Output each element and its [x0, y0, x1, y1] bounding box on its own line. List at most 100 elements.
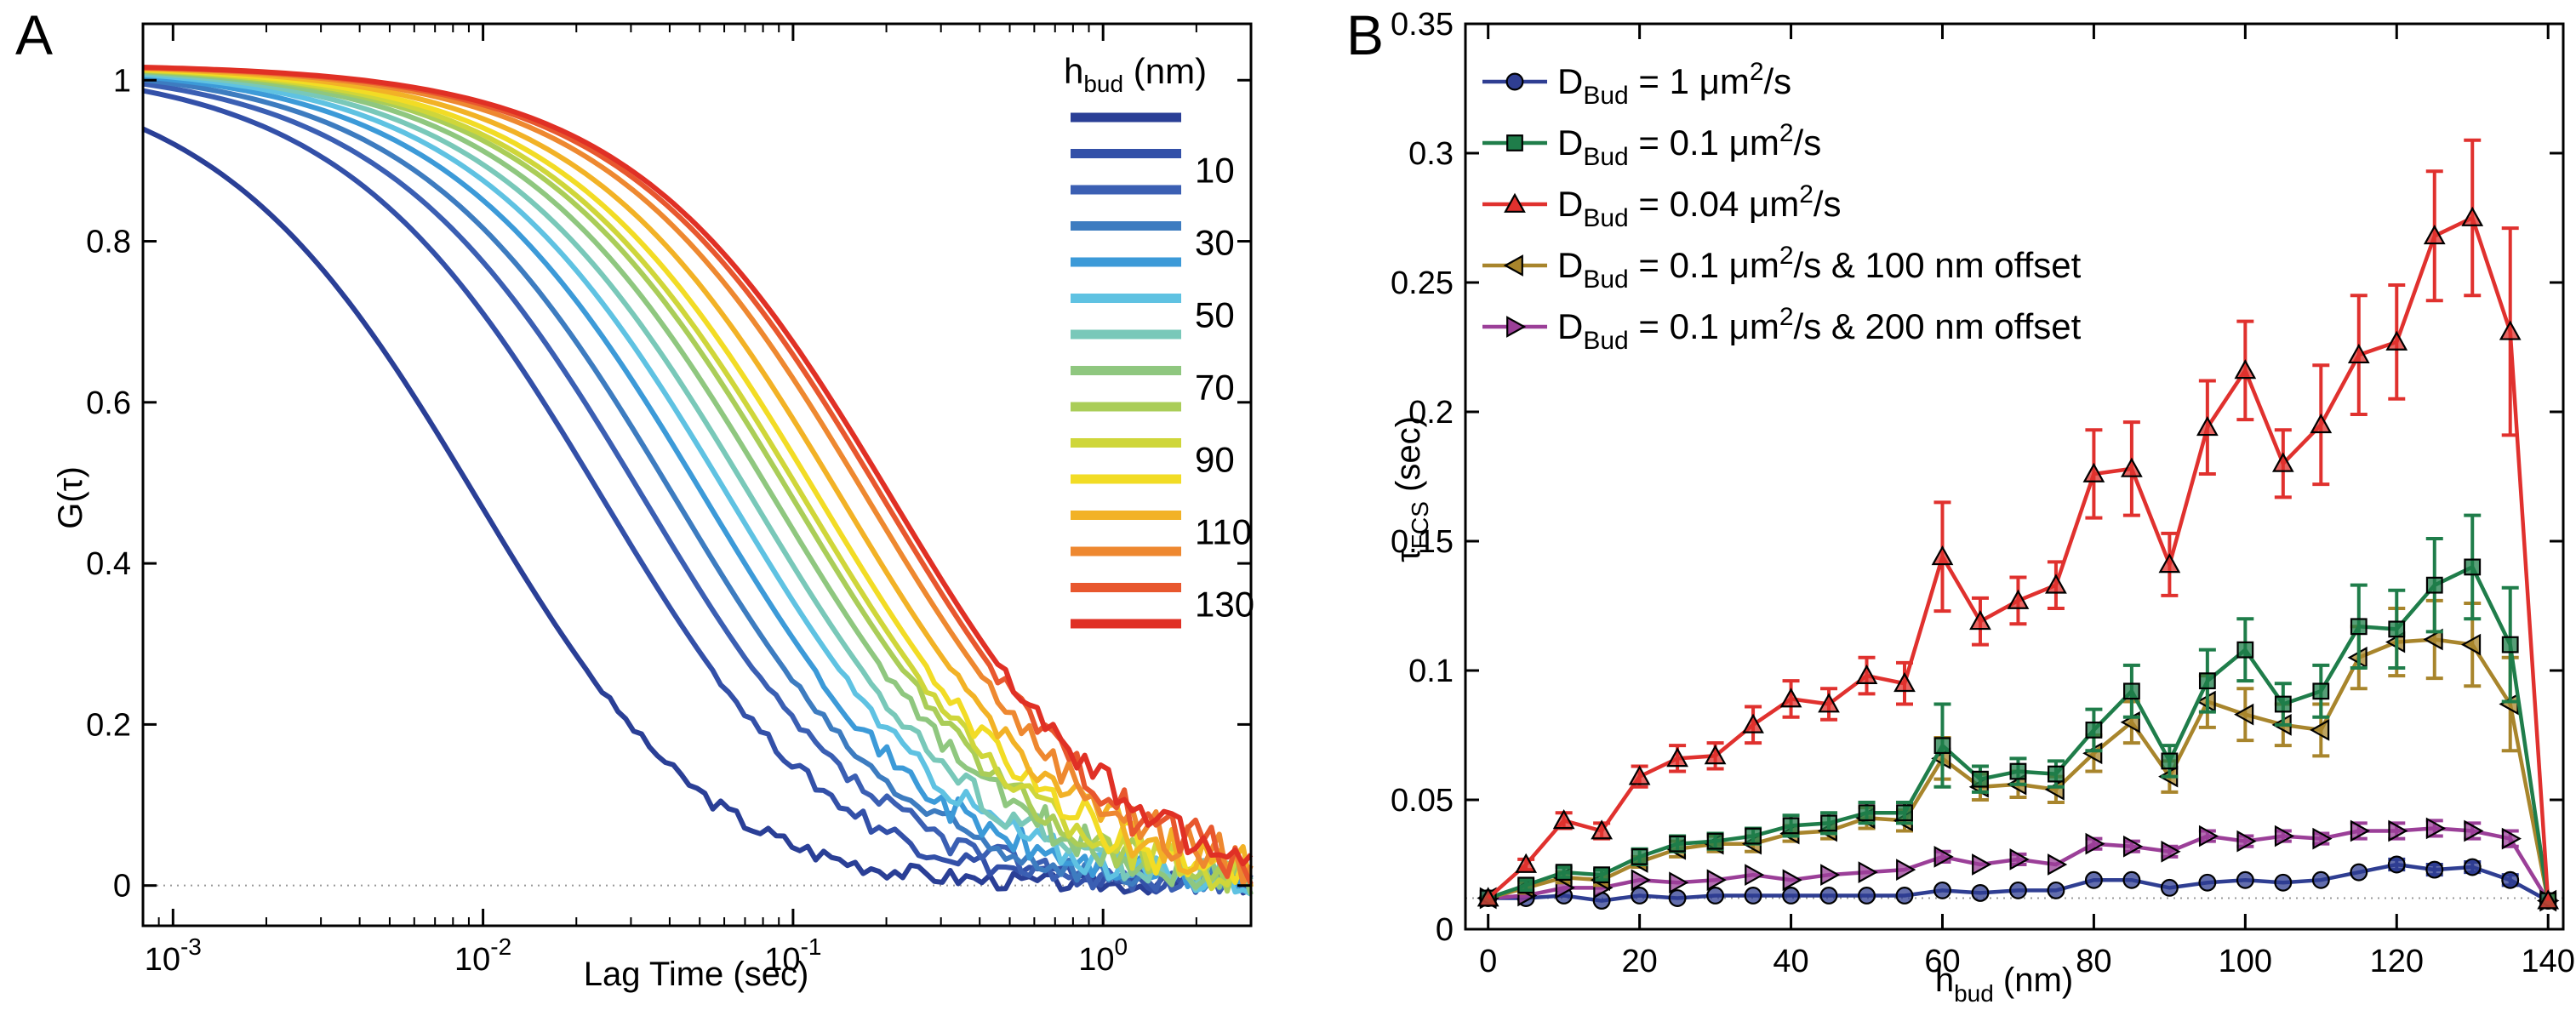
legend-marker: [1504, 192, 1526, 213]
curve-h110: [142, 66, 1254, 887]
data-point: [1933, 846, 1954, 868]
data-point: [2501, 827, 2522, 850]
data-point: [2350, 618, 2368, 636]
x-tick-label: 10-2: [454, 933, 511, 978]
x-tick-label: 80: [2076, 944, 2111, 979]
curve-h40: [142, 74, 1253, 893]
legend-label: DBud = 0.1 μm2/s & 100 nm offset: [1557, 242, 2082, 294]
data-point: [1631, 848, 1648, 865]
data-point: [2385, 330, 2408, 351]
data-point: [1706, 832, 1724, 850]
data-point: [2236, 641, 2254, 659]
data-point: [2236, 870, 2254, 889]
legend-label: DBud = 0.04 μm2/s: [1557, 180, 1842, 232]
panel-a: A 0 0.2 0.4 0.6 0.8 1 10-3 10-2 10-1 100 hbud (nm…: [15, 3, 1254, 993]
data-point: [1820, 864, 1841, 887]
y-tick-label: 0.4: [86, 546, 131, 582]
data-point: [1515, 853, 1538, 873]
data-point: [1933, 737, 1951, 755]
legend-label-h70: 70: [1195, 368, 1235, 408]
y-tick-label: 0.05: [1391, 783, 1454, 819]
panel-a-y-axis-label: G(τ): [52, 466, 89, 529]
xlabel-h: h: [1935, 962, 1954, 999]
data-point: [1933, 881, 1951, 899]
legend-marker: [1506, 316, 1527, 338]
curve-h100: [142, 66, 1254, 885]
data-point: [2122, 870, 2141, 889]
data-point: [2084, 870, 2103, 889]
data-point: [2425, 576, 2443, 594]
y-tick-label: 0: [1436, 912, 1454, 948]
data-point: [2350, 863, 2368, 882]
data-point: [2161, 840, 2181, 863]
data-point: [1893, 671, 1916, 693]
curve-h10: [142, 88, 1254, 895]
data-point: [1666, 747, 1688, 768]
x-tick-label: 0: [1479, 944, 1497, 979]
data-point: [1745, 827, 1762, 845]
data-point: [1969, 609, 1991, 631]
legend-marker: [1506, 134, 1523, 151]
data-point: [2460, 633, 2482, 656]
data-point: [2312, 682, 2330, 700]
data-point: [2045, 574, 2067, 594]
data-point: [2425, 817, 2447, 840]
data-point: [2311, 870, 2330, 889]
data-point: [1744, 887, 1762, 905]
panel-b-y-axis-label: τFCS (sec): [1390, 416, 1433, 562]
data-point: [2423, 628, 2443, 651]
x-tick-label: 10-1: [764, 933, 821, 978]
legend-label-h10: 10: [1195, 151, 1235, 191]
data-point: [1931, 545, 1954, 566]
legend-label-h90: 90: [1195, 440, 1235, 480]
legend-label: DBud = 0.1 μm2/s & 200 nm offset: [1557, 303, 2082, 355]
y-tick-label: 0.6: [86, 385, 131, 421]
series-3: [1476, 138, 2560, 910]
data-point: [1591, 819, 1614, 840]
data-point: [1855, 664, 1878, 684]
legend-entry-2: DBud = 0.1 μm2/s: [1482, 119, 1821, 171]
data-point: [2347, 343, 2370, 364]
y-tick-label: 0.1: [1408, 653, 1454, 689]
data-point: [2499, 320, 2522, 340]
panel-a-legend-title: hbud (nm): [1064, 51, 1207, 97]
data-point: [2310, 413, 2333, 434]
data-point: [2464, 819, 2484, 842]
panel-a-x-axis-label: Lag Time (sec): [584, 956, 809, 993]
data-point: [2198, 873, 2217, 892]
curve-h70: [142, 69, 1254, 896]
data-point: [1895, 887, 1914, 905]
y-tick-label: 1: [113, 63, 131, 99]
data-point: [2082, 462, 2105, 482]
data-point: [2388, 620, 2406, 638]
data-point: [1706, 869, 1727, 892]
data-point: [1704, 745, 1727, 765]
curve-h140: [142, 65, 1254, 867]
legend-title-sub: bud: [1083, 71, 1123, 97]
data-point: [2463, 858, 2482, 876]
data-point: [1742, 713, 1764, 733]
legend-label: DBud = 1 μm2/s: [1557, 58, 1791, 110]
data-point: [2271, 452, 2294, 472]
y-tick-label: 0.25: [1391, 265, 1454, 301]
data-point: [2122, 835, 2144, 858]
data-point: [1782, 817, 1800, 835]
y-tick-label: 0.3: [1408, 136, 1454, 172]
data-point: [1858, 887, 1876, 905]
data-point: [2158, 553, 2181, 574]
series-5: [1479, 817, 2560, 912]
data-point: [2122, 682, 2140, 700]
data-point: [2388, 819, 2408, 842]
y-tick-label: 0: [113, 869, 131, 905]
legend-label-h130: 130: [1195, 585, 1254, 625]
data-point: [2425, 860, 2444, 879]
curve-h0: [141, 126, 1253, 896]
legend-entry-4: DBud = 0.1 μm2/s & 100 nm offset: [1482, 242, 2082, 294]
data-point: [1779, 688, 1802, 708]
y-tick-label: 0.2: [86, 707, 131, 743]
data-point: [2160, 878, 2179, 897]
panel-a-curves: [141, 65, 1254, 897]
data-point: [2274, 873, 2293, 892]
y-tick-label: 0.2: [1408, 395, 1454, 431]
panel-a-legend: hbud (nm) 10 30 50 70 90 110 130: [1064, 51, 1254, 629]
